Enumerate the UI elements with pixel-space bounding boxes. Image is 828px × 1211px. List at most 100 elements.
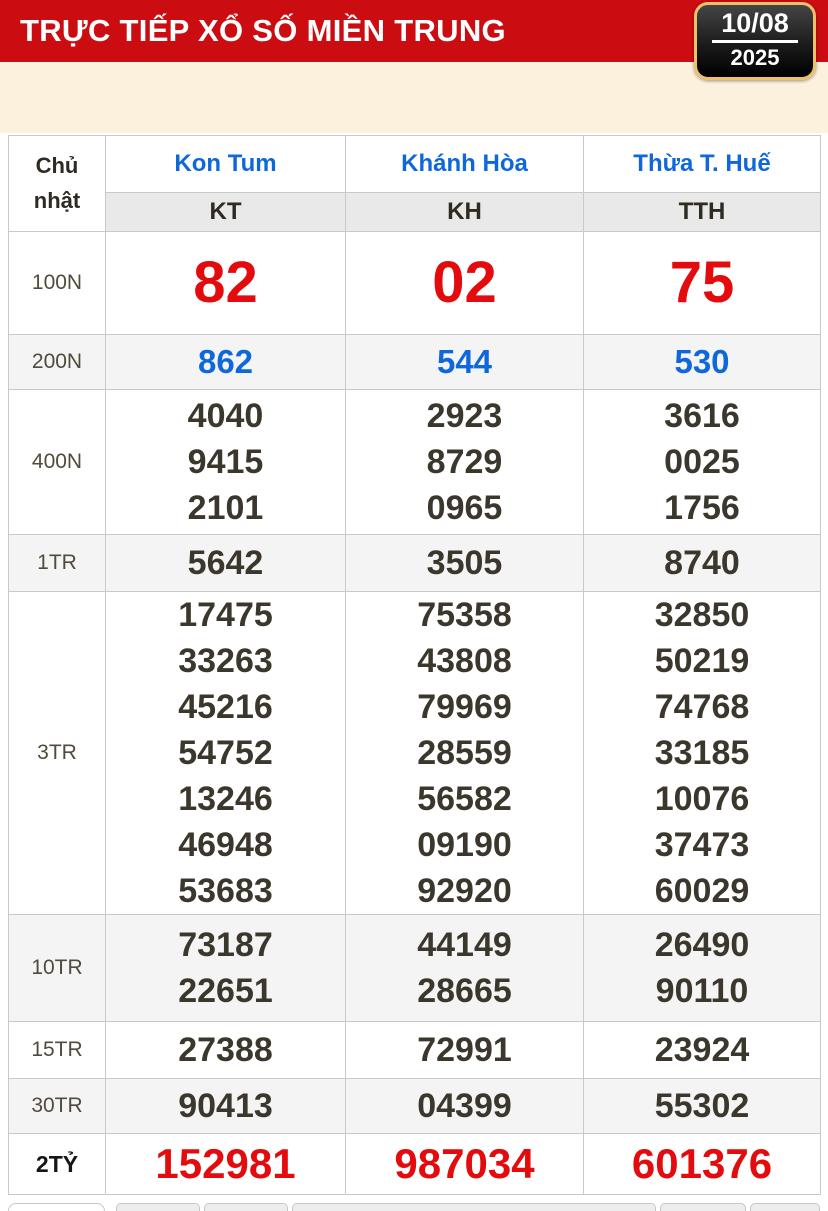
prize-number: 82: [193, 250, 258, 315]
prize-number: 33263: [178, 642, 273, 680]
prize-number: 544: [436, 343, 493, 380]
date-year: 2025: [730, 45, 780, 71]
prize-row-15tr: 15TR 27388 72991 23924: [8, 1021, 821, 1079]
prize-number: 44149: [417, 926, 512, 964]
prize-100n-tth: 75: [583, 231, 821, 335]
prize-label-100n: 100N: [8, 231, 106, 335]
province-link-tth[interactable]: Thừa T. Huế: [583, 135, 821, 193]
prize-100n-kh: 02: [345, 231, 584, 335]
prize-3tr-tth: 32850 50219 74768 33185 10076 37473 60029: [583, 591, 821, 915]
prize-100n-kt: 82: [105, 231, 346, 335]
page-title: TRỰC TIẾP XỔ SỐ MIỀN TRUNG: [20, 13, 506, 48]
prize-number: 74768: [654, 688, 750, 726]
prize-number: 2923: [426, 397, 503, 435]
prize-number: 37473: [654, 826, 750, 864]
next-table-cell: [292, 1203, 656, 1211]
prize-label-10tr: 10TR: [8, 914, 106, 1022]
prize-number: 33185: [654, 734, 750, 772]
province-link-kh[interactable]: Khánh Hòa: [345, 135, 584, 193]
province-header-row: Chủ nhật Kon Tum Khánh Hòa Thừa T. Huế: [8, 135, 821, 232]
prize-number: 28559: [417, 734, 512, 772]
prize-15tr-tth: 23924: [583, 1021, 821, 1079]
prize-number: 53683: [178, 872, 273, 910]
prize-number: 5642: [187, 544, 264, 582]
prize-label-15tr: 15TR: [8, 1021, 106, 1079]
prize-number: 26490: [654, 926, 750, 964]
prize-number: 152981: [155, 1140, 296, 1187]
prize-number: 0025: [664, 443, 740, 481]
next-table-cell: [116, 1203, 200, 1211]
prize-number: 43808: [417, 642, 512, 680]
header-bar: TRỰC TIẾP XỔ SỐ MIỀN TRUNG 10/08 2025: [0, 0, 828, 81]
prize-number: 0965: [426, 489, 503, 527]
prize-number: 3616: [664, 397, 740, 435]
prize-number: 04399: [417, 1087, 512, 1125]
prize-label-30tr: 30TR: [8, 1078, 106, 1134]
prize-30tr-tth: 55302: [583, 1078, 821, 1134]
prize-number: 55302: [654, 1087, 750, 1125]
prize-number: 54752: [178, 734, 273, 772]
prize-body: 100N 82 02 75 200N 862 544 530 400N 4040 9415 2101 2…: [8, 231, 821, 1195]
prize-label-400n: 400N: [8, 389, 106, 535]
next-table-cell: [750, 1203, 820, 1211]
prize-2ty-tth: 601376: [583, 1133, 821, 1195]
prize-number: 10076: [654, 780, 750, 818]
prize-row-3tr: 3TR 17475 33263 45216 54752 13246 46948 53683 75…: [8, 591, 821, 915]
province-code-row: KT KH TTH: [9, 192, 821, 232]
prize-row-10tr: 10TR 73187 22651 44149 28665 26490 90110: [8, 914, 821, 1022]
province-code-kh: KH: [345, 192, 584, 232]
prize-row-1tr: 1TR 5642 3505 8740: [8, 534, 821, 592]
prize-number: 32850: [654, 596, 750, 634]
prize-label-2ty: 2TỶ: [8, 1133, 106, 1195]
prize-number: 987034: [394, 1140, 535, 1187]
prize-number: 27388: [178, 1031, 273, 1069]
prize-2ty-kh: 987034: [345, 1133, 584, 1195]
prize-number: 90110: [655, 972, 749, 1010]
prize-number: 60029: [654, 872, 750, 910]
prize-number: 13246: [178, 780, 273, 818]
next-table-cell: [660, 1203, 746, 1211]
prize-number: 79969: [417, 688, 512, 726]
prize-row-100n: 100N 82 02 75: [8, 231, 821, 335]
prize-number: 75: [669, 250, 735, 315]
prize-200n-kh: 544: [345, 334, 584, 390]
prize-row-2ty: 2TỶ 152981 987034 601376: [8, 1133, 821, 1195]
prize-label-1tr: 1TR: [8, 534, 106, 592]
prize-number: 75358: [417, 596, 512, 634]
prize-400n-kt: 4040 9415 2101: [105, 389, 346, 535]
weekday-label: Chủ nhật: [8, 135, 106, 232]
prize-number: 09190: [417, 826, 512, 864]
prize-number: 46948: [178, 826, 273, 864]
next-table-tab: [8, 1203, 105, 1211]
prize-number: 1756: [664, 489, 740, 527]
next-section-partial: [8, 1203, 820, 1211]
results-table: Chủ nhật Kon Tum Khánh Hòa Thừa T. Huế KT K…: [8, 135, 821, 1195]
date-day-month: 10/08: [712, 8, 798, 44]
prize-number: 8729: [426, 443, 503, 481]
prize-200n-tth: 530: [583, 334, 821, 390]
province-link-kt[interactable]: Kon Tum: [105, 135, 346, 193]
prize-15tr-kt: 27388: [105, 1021, 346, 1079]
prize-1tr-kt: 5642: [105, 534, 346, 592]
prize-number: 3505: [426, 544, 503, 582]
prize-400n-tth: 3616 0025 1756: [583, 389, 821, 535]
prize-3tr-kt: 17475 33263 45216 54752 13246 46948 53683: [105, 591, 346, 915]
prize-number: 23924: [654, 1031, 750, 1069]
prize-number: 601376: [631, 1140, 773, 1187]
prize-1tr-tth: 8740: [583, 534, 821, 592]
province-code-kt: KT: [105, 192, 346, 232]
prize-1tr-kh: 3505: [345, 534, 584, 592]
province-code-tth: TTH: [583, 192, 821, 232]
prize-number: 862: [197, 343, 254, 380]
prize-row-400n: 400N 4040 9415 2101 2923 8729 0965 3616 0025 1756: [8, 389, 821, 535]
prize-number: 90413: [178, 1087, 273, 1125]
prize-10tr-kt: 73187 22651: [105, 914, 346, 1022]
prize-label-3tr: 3TR: [8, 591, 106, 915]
prize-number: 72991: [417, 1031, 512, 1069]
date-badge: 10/08 2025: [694, 2, 816, 81]
next-table-cell: [204, 1203, 288, 1211]
prize-200n-kt: 862: [105, 334, 346, 390]
prize-number: 02: [432, 250, 497, 315]
prize-number: 22651: [178, 972, 273, 1010]
